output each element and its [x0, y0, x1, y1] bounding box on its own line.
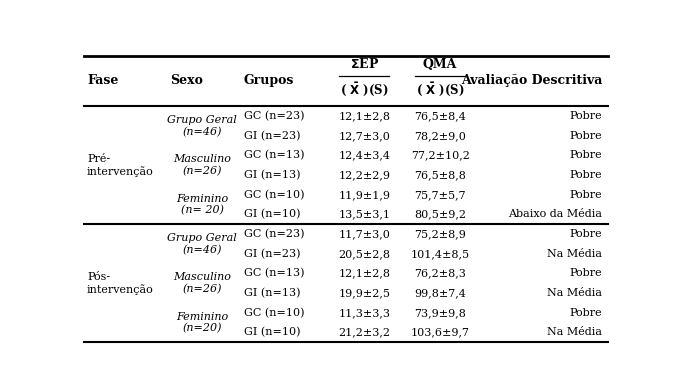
Text: 12,4±3,4: 12,4±3,4	[338, 151, 390, 161]
Text: 76,2±8,3: 76,2±8,3	[414, 268, 466, 279]
Text: 19,9±2,5: 19,9±2,5	[338, 288, 390, 298]
Text: Pobre: Pobre	[570, 131, 602, 141]
Text: Feminino
(n= 20): Feminino (n= 20)	[176, 194, 228, 216]
Text: Masculino
(n=26): Masculino (n=26)	[173, 154, 231, 176]
Text: 80,5±9,2: 80,5±9,2	[414, 210, 466, 220]
Text: 12,2±2,9: 12,2±2,9	[338, 170, 390, 180]
Text: Na Média: Na Média	[547, 249, 602, 259]
Text: Pobre: Pobre	[570, 170, 602, 180]
Text: GI (n=23): GI (n=23)	[244, 131, 300, 141]
Text: GI (n=23): GI (n=23)	[244, 249, 300, 259]
Text: 11,7±3,0: 11,7±3,0	[338, 229, 390, 239]
Text: Pobre: Pobre	[570, 190, 602, 200]
Text: GC (n=13): GC (n=13)	[244, 268, 304, 279]
Text: 11,9±1,9: 11,9±1,9	[338, 190, 390, 200]
Text: ( $\mathbf{\bar{X}}$ )(S): ( $\mathbf{\bar{X}}$ )(S)	[416, 81, 464, 99]
Text: GC (n=23): GC (n=23)	[244, 111, 304, 121]
Text: GI (n=10): GI (n=10)	[244, 327, 300, 338]
Text: Grupo Geral
(n=46): Grupo Geral (n=46)	[167, 115, 237, 137]
Text: 11,3±3,3: 11,3±3,3	[338, 308, 390, 318]
Text: 21,2±3,2: 21,2±3,2	[338, 327, 390, 338]
Text: 101,4±8,5: 101,4±8,5	[410, 249, 470, 259]
Text: Masculino
(n=26): Masculino (n=26)	[173, 272, 231, 294]
Text: 20,5±2,8: 20,5±2,8	[338, 249, 390, 259]
Text: Grupos: Grupos	[244, 74, 294, 87]
Text: 13,5±3,1: 13,5±3,1	[338, 210, 390, 220]
Text: 103,6±9,7: 103,6±9,7	[410, 327, 470, 338]
Text: $\mathbf{\Sigma}$EP: $\mathbf{\Sigma}$EP	[350, 57, 379, 71]
Text: GC (n=10): GC (n=10)	[244, 308, 304, 318]
Text: Pobre: Pobre	[570, 308, 602, 318]
Text: 77,2±10,2: 77,2±10,2	[410, 151, 470, 161]
Text: Pobre: Pobre	[570, 151, 602, 161]
Text: 73,9±9,8: 73,9±9,8	[414, 308, 466, 318]
Text: Grupo Geral
(n=46): Grupo Geral (n=46)	[167, 233, 237, 255]
Text: 76,5±8,8: 76,5±8,8	[414, 170, 466, 180]
Text: Fase: Fase	[87, 74, 118, 87]
Text: Pobre: Pobre	[570, 111, 602, 121]
Text: 75,7±5,7: 75,7±5,7	[414, 190, 466, 200]
Text: Avaliação Descritiva: Avaliação Descritiva	[461, 74, 602, 87]
Text: Pós-
intervenção: Pós- intervenção	[87, 272, 154, 294]
Text: 12,1±2,8: 12,1±2,8	[338, 268, 390, 279]
Text: Na Média: Na Média	[547, 288, 602, 298]
Text: 12,1±2,8: 12,1±2,8	[338, 111, 390, 121]
Text: Na Média: Na Média	[547, 327, 602, 338]
Text: GC (n=13): GC (n=13)	[244, 150, 304, 161]
Text: GC (n=23): GC (n=23)	[244, 229, 304, 239]
Text: GI (n=10): GI (n=10)	[244, 210, 300, 220]
Text: Pobre: Pobre	[570, 268, 602, 279]
Text: Feminino
(n=20): Feminino (n=20)	[176, 312, 228, 334]
Text: ( $\mathbf{\bar{X}}$ )(S): ( $\mathbf{\bar{X}}$ )(S)	[340, 81, 389, 99]
Text: 99,8±7,4: 99,8±7,4	[414, 288, 466, 298]
Text: Abaixo da Média: Abaixo da Média	[508, 210, 602, 220]
Text: GI (n=13): GI (n=13)	[244, 170, 300, 180]
Text: Pobre: Pobre	[570, 229, 602, 239]
Text: 78,2±9,0: 78,2±9,0	[414, 131, 466, 141]
Text: 75,2±8,9: 75,2±8,9	[414, 229, 466, 239]
Text: QMA: QMA	[423, 58, 457, 71]
Text: 12,7±3,0: 12,7±3,0	[338, 131, 390, 141]
Text: 76,5±8,4: 76,5±8,4	[414, 111, 466, 121]
Text: GI (n=13): GI (n=13)	[244, 288, 300, 298]
Text: GC (n=10): GC (n=10)	[244, 190, 304, 200]
Text: Sexo: Sexo	[170, 74, 202, 87]
Text: Pré-
intervenção: Pré- intervenção	[87, 154, 154, 177]
